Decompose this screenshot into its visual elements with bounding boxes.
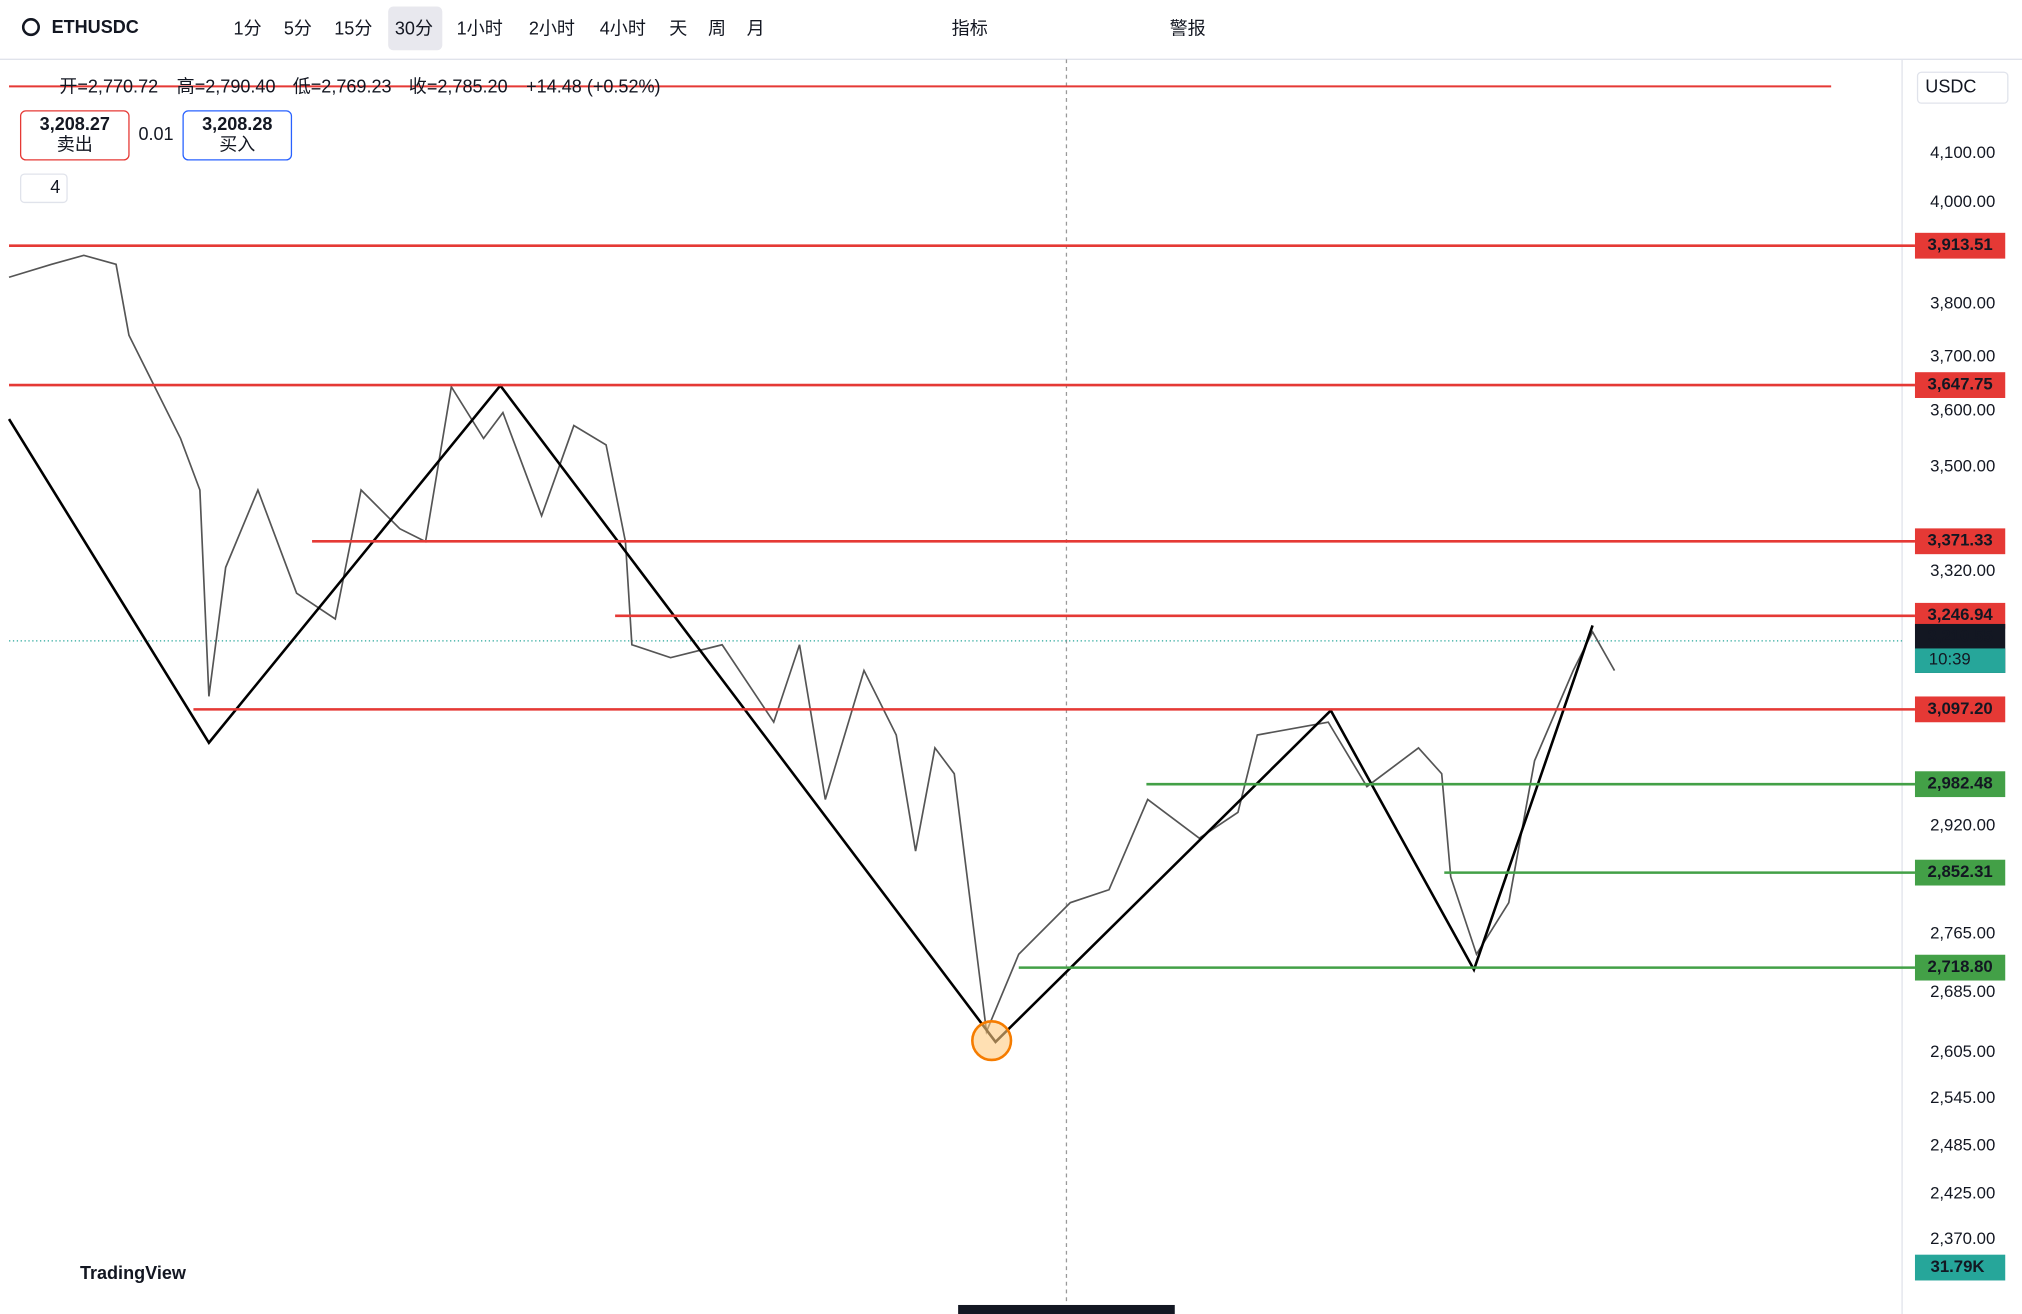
symbol[interactable]: ETHUSDC (52, 17, 139, 37)
interval[interactable]: 2小时 (529, 18, 575, 38)
level-label: 3,913.51 (1927, 235, 1992, 254)
buy-price: 3,208.28 (202, 114, 272, 134)
level-tag (1914, 771, 2006, 798)
search-icon (21, 18, 40, 37)
interval[interactable]: 5分 (284, 18, 312, 38)
price-tick-label: 3,500.00 (1930, 456, 1995, 475)
current-price: 3,210.55 (1927, 626, 1992, 645)
price-tick-label: 4,000.00 (1930, 192, 1995, 211)
level-tag (1914, 232, 2006, 259)
level-label: 3,246.94 (1927, 605, 1993, 624)
level-label: 3,371.33 (1927, 531, 1992, 550)
interval[interactable]: 30分 (395, 18, 433, 38)
currency-box[interactable] (1916, 71, 2009, 104)
price-tick-label: 2,685.00 (1930, 982, 1995, 1001)
level-label: 3,097.20 (1927, 699, 1992, 718)
price-tick-label: 2,765.00 (1930, 924, 1995, 943)
price-tick-label: 2,370.00 (1930, 1229, 1995, 1248)
currency[interactable]: USDC (1925, 76, 1976, 96)
level-tag (1914, 528, 2006, 555)
price-tick-label: 2,605.00 (1930, 1042, 1995, 1061)
level-tag (1914, 859, 2006, 886)
level-label: 2,982.48 (1927, 774, 1992, 793)
brand: TradingView (80, 1263, 187, 1283)
volume-tag (1914, 1254, 2006, 1281)
level-label: 3,647.75 (1927, 375, 1992, 394)
countdown: 10:39 (1929, 649, 1971, 668)
level-tag (1914, 372, 2006, 398)
scrollbar[interactable] (958, 1304, 1175, 1314)
alerts[interactable]: 警报 (1170, 18, 1206, 38)
level-tag (1914, 696, 2006, 723)
level-label: 2,852.31 (1927, 862, 1992, 881)
interval[interactable]: 天 (669, 18, 687, 38)
price-tick-label: 3,700.00 (1930, 346, 1995, 365)
indicators[interactable]: 指标 (952, 18, 988, 38)
price-tick-label: 3,800.00 (1930, 293, 1995, 312)
interval[interactable]: 月 (747, 18, 765, 38)
price-tick-label: 2,485.00 (1930, 1135, 1995, 1154)
price-tick-label: 3,600.00 (1930, 401, 1995, 420)
price-path (8, 254, 1616, 1035)
interval[interactable]: 4小时 (600, 18, 646, 38)
interval-active (388, 6, 443, 51)
ohlc-open: 开=2,770.72 (59, 76, 158, 96)
price-tick-label: 2,545.00 (1930, 1088, 1995, 1107)
level-tag (1914, 954, 2006, 981)
ohlc-low: 低=2,769.23 (293, 76, 392, 96)
collapse-button[interactable] (19, 173, 68, 204)
ohlc-change: +14.48 (+0.52%) (526, 76, 660, 96)
interval[interactable]: 1小时 (457, 18, 503, 38)
spread: 0.01 (138, 124, 173, 144)
ohlc-high: 高=2,790.40 (177, 76, 276, 96)
interval[interactable]: 1分 (234, 18, 262, 38)
buy-button[interactable] (182, 110, 293, 161)
price-tick-label: 2,425.00 (1930, 1184, 1995, 1203)
countdown-tag (1914, 648, 2006, 673)
collapsed-count: 4 (50, 177, 60, 197)
low-marker (971, 1019, 1013, 1062)
volume: 31.79K (1931, 1257, 1985, 1276)
sell-price: 3,208.27 (40, 114, 110, 134)
price-tick-label: 3,320.00 (1930, 561, 1995, 580)
buy-label: 买入 (219, 134, 255, 154)
ohlc-close: 收=2,785.20 (409, 76, 508, 96)
interval[interactable]: 15分 (334, 18, 372, 38)
toolbar-bg (0, 0, 2022, 60)
price-tick-label: 4,100.00 (1930, 143, 1995, 162)
sell-label: 卖出 (57, 134, 93, 154)
zigzag-drawing (7, 383, 1594, 1044)
level-label: 2,718.80 (1927, 957, 1992, 976)
price-tick-label: 2,920.00 (1930, 816, 1995, 835)
interval[interactable]: 周 (708, 18, 726, 38)
sell-button[interactable] (19, 110, 130, 161)
